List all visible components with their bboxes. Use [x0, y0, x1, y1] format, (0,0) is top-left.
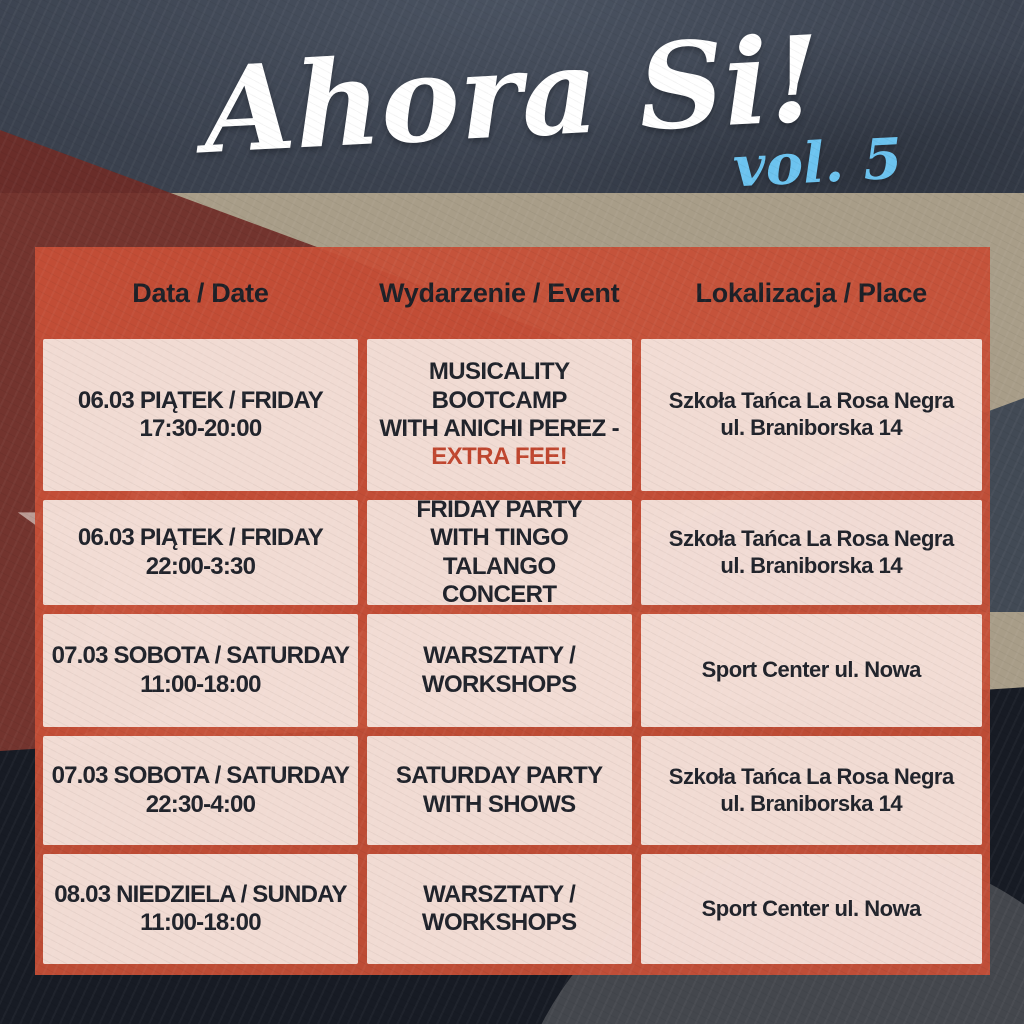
table-row-2-place: Szkoła Tańca La Rosa Negra ul. Branibors… — [640, 500, 982, 605]
event-text: SATURDAY PARTY WITH SHOWS — [395, 762, 603, 818]
table-row-4-place: Szkoła Tańca La Rosa Negra ul. Branibors… — [640, 736, 982, 845]
table-row-4-date: 07.03 SOBOTA / SATURDAY 22:30-4:00 — [43, 736, 358, 845]
table-row-3-place: Sport Center ul. Nowa — [640, 614, 982, 727]
place-text: Sport Center ul. Nowa — [701, 895, 922, 921]
date-text: 07.03 SOBOTA / SATURDAY 22:30-4:00 — [51, 762, 350, 818]
date-text: 07.03 SOBOTA / SATURDAY 11:00-18:00 — [51, 642, 350, 698]
place-text: Szkoła Tańca La Rosa Negra ul. Branibors… — [668, 525, 954, 578]
event-text: WARSZTATY / WORKSHOPS — [421, 880, 577, 936]
table-row-4-event: SATURDAY PARTY WITH SHOWS — [366, 736, 632, 845]
table-row-5-place: Sport Center ul. Nowa — [640, 854, 982, 964]
header-place: Lokalizacja / Place — [695, 277, 928, 308]
table-header-row: Data / Date Wydarzenie / Event Lokalizac… — [35, 247, 990, 339]
table-body: 06.03 PIĄTEK / FRIDAY 17:30-20:00 MUSICA… — [35, 339, 990, 972]
table-row-1-place: Szkoła Tańca La Rosa Negra ul. Branibors… — [640, 339, 982, 491]
top-navy-band — [0, 0, 1024, 193]
table-row-3-date: 07.03 SOBOTA / SATURDAY 11:00-18:00 — [43, 614, 358, 727]
schedule-table: Data / Date Wydarzenie / Event Lokalizac… — [35, 247, 990, 975]
date-text: 06.03 PIĄTEK / FRIDAY 17:30-20:00 — [77, 386, 324, 442]
place-text: Szkoła Tańca La Rosa Negra ul. Branibors… — [668, 388, 954, 440]
date-text: 06.03 PIĄTEK / FRIDAY 22:00-3:30 — [77, 524, 324, 580]
table-row-1-event: MUSICALITY BOOTCAMP WITH ANICHI PEREZ - … — [366, 339, 632, 491]
header-date: Data / Date — [132, 277, 269, 308]
date-text: 08.03 NIEDZIELA / SUNDAY 11:00-18:00 — [54, 880, 347, 936]
event-text: FRIDAY PARTY WITH TINGO TALANGO CONCERT — [416, 500, 583, 605]
table-row-2-date: 06.03 PIĄTEK / FRIDAY 22:00-3:30 — [43, 500, 358, 605]
place-text: Sport Center ul. Nowa — [701, 657, 922, 683]
event-text: WARSZTATY / WORKSHOPS — [421, 642, 577, 698]
table-row-2-event: FRIDAY PARTY WITH TINGO TALANGO CONCERT — [366, 500, 632, 605]
header-event: Wydarzenie / Event — [379, 277, 620, 308]
table-row-3-event: WARSZTATY / WORKSHOPS — [366, 614, 632, 727]
event-highlight-text: EXTRA FEE! — [431, 443, 568, 471]
poster-subtitle: vol. 5 — [731, 125, 904, 201]
place-text: Szkoła Tańca La Rosa Negra ul. Branibors… — [668, 763, 954, 816]
table-row-5-date: 08.03 NIEDZIELA / SUNDAY 11:00-18:00 — [43, 854, 358, 964]
table-row-1-date: 06.03 PIĄTEK / FRIDAY 17:30-20:00 — [43, 339, 358, 491]
event-text: MUSICALITY BOOTCAMP WITH ANICHI PEREZ - — [379, 358, 620, 442]
table-row-5-event: WARSZTATY / WORKSHOPS — [366, 854, 632, 964]
